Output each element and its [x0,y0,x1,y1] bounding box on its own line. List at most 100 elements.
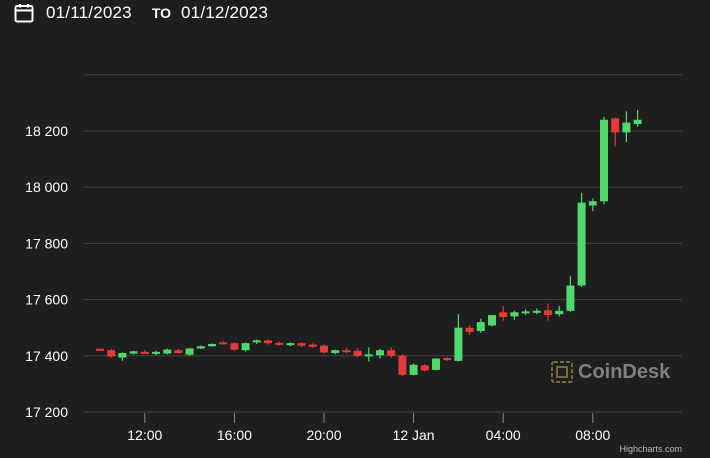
candle [387,347,396,358]
candle [152,350,160,356]
candle [308,343,317,348]
candle [163,348,172,355]
candle-body [588,201,597,206]
candle-body [488,315,496,326]
candle [342,347,351,353]
candle-body [252,340,261,343]
y-tick-label: 17 600 [25,292,68,308]
candle [555,305,564,317]
coindesk-watermark: CoinDesk [550,360,670,384]
candle [577,192,586,287]
y-axis-labels: 17 200 17 400 17 600 17 800 18 000 18 200 [25,123,68,420]
candle-body [409,364,418,375]
candle-body [230,343,239,350]
candle-body [208,343,216,347]
candle-body [275,342,284,345]
candle-body [611,118,620,133]
candle-body [577,202,586,286]
candle [432,358,440,371]
candle [174,348,183,354]
candle [510,310,519,320]
candle-body [118,352,127,358]
candle-body [297,343,306,346]
candle-body [420,365,429,371]
candle [465,325,474,335]
candle-body [353,350,362,356]
candle-body [308,344,317,347]
candle-body [129,351,138,354]
candle [219,341,228,345]
date-to-input[interactable]: 01/12/2023 [181,3,269,22]
x-tick-label: 20:00 [306,427,341,443]
candle-body [532,310,541,313]
candle-body [499,312,508,318]
y-tick-label: 17 400 [25,348,68,364]
candle [611,117,620,147]
candle-body [476,322,485,332]
candle-body [633,119,642,124]
candle-body [163,349,172,354]
highcharts-credit[interactable]: Highcharts.com [619,444,682,454]
candle [140,350,149,354]
candle [443,357,452,361]
candle-body [600,119,608,202]
candle-body [376,350,384,356]
candle [364,347,373,362]
candle-body [521,311,530,314]
candle [532,308,541,315]
candle [544,303,552,321]
candle [196,345,205,350]
candle-body [622,122,631,133]
candle-body [196,346,205,349]
candle [320,344,328,354]
coindesk-logo-icon [551,361,573,383]
candle [185,347,194,356]
candle-body [465,327,474,332]
candle [275,341,284,346]
candle-body [174,350,183,353]
candle-body [107,350,116,357]
candle-body [331,350,340,353]
candle-body [241,343,250,351]
candle-series [96,109,642,377]
candle-body [454,327,463,361]
candle-body [286,343,295,346]
candle [476,318,485,333]
candle [600,116,608,205]
candle [107,349,116,358]
date-from-input[interactable]: 01/11/2023 [46,3,132,22]
candle [622,111,631,143]
x-axis-labels: 12:00 16:00 20:00 12 Jan 04:00 08:00 [127,413,611,443]
y-tick-label: 18 000 [25,179,68,195]
candle [208,343,216,347]
candle-body [432,358,440,370]
x-tick-label: 04:00 [486,427,521,443]
candle [588,198,597,212]
candle [118,352,127,361]
candle [376,348,384,359]
candle-body [387,350,396,356]
date-separator: TO [151,5,172,21]
candle-body [185,348,194,355]
candle [230,342,239,351]
candle [398,354,407,377]
candle-body [555,310,564,315]
candle [241,342,250,352]
x-tick-label: 12 Jan [393,427,435,443]
y-tick-label: 17 800 [25,235,68,251]
candle [129,350,138,355]
candle-body [544,310,552,316]
candle-body [398,355,407,375]
candle-body [96,348,104,351]
x-tick-label: 08:00 [575,427,610,443]
candle [353,348,362,358]
candle [297,342,306,348]
candle-body [342,350,351,353]
candle [264,339,272,345]
candle-body [140,351,149,354]
candle [420,364,429,372]
calendar-icon[interactable] [14,3,34,23]
y-tick-label: 18 200 [25,123,68,139]
candle [633,109,642,127]
